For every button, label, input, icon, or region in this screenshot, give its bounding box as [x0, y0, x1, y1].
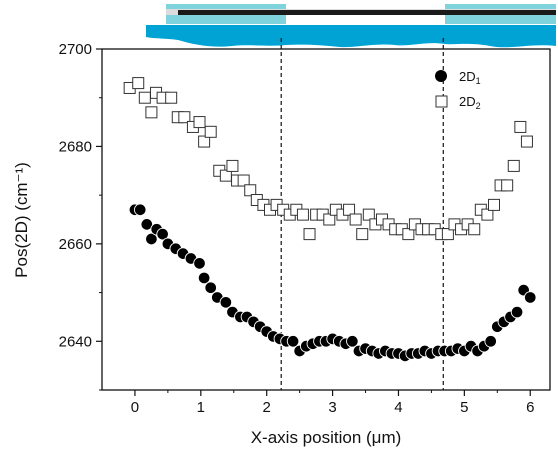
data-point-2d1: [286, 335, 300, 348]
x-tick-label: 0: [131, 399, 139, 416]
series-2d1: [128, 203, 537, 363]
x-tick-label: 4: [394, 399, 402, 416]
data-point-2d2: [349, 213, 362, 226]
data-point-2d2: [145, 106, 158, 119]
data-point-2d2: [402, 228, 415, 241]
x-axis-ticks: 0 1 2 3 4 5 6: [131, 390, 534, 416]
data-point-2d2: [165, 91, 178, 104]
data-point-2d1: [523, 291, 537, 304]
data-point-2d2: [514, 120, 527, 133]
data-point-2d1: [510, 305, 524, 319]
data-point-2d2: [343, 203, 356, 216]
x-tick-label: 1: [197, 399, 205, 416]
data-point-2d2: [138, 91, 151, 104]
data-point-2d2: [132, 77, 145, 90]
legend-marker-2d2: [435, 95, 448, 108]
legend-label-2d2: 2D2: [459, 94, 481, 111]
legend-label-2d1: 2D1: [459, 69, 481, 86]
data-point-2d2: [441, 228, 454, 241]
data-point-2d2: [507, 159, 520, 172]
y-axis-title: Pos(2D) (cm⁻¹): [12, 162, 31, 278]
data-point-2d2: [178, 111, 191, 124]
series-2d2: [123, 77, 533, 241]
data-point-2d1: [484, 335, 497, 348]
data-point-2d2: [237, 174, 250, 187]
data-point-2d2: [226, 159, 239, 172]
x-axis-title: X-axis position (μm): [251, 428, 402, 447]
y-tick-label: 2640: [59, 333, 92, 350]
data-point-2d1: [145, 232, 158, 246]
data-point-2d2: [198, 135, 211, 148]
device-schematic: [146, 4, 556, 48]
data-point-2d1: [204, 281, 217, 294]
data-point-2d1: [197, 271, 211, 285]
x-tick-label: 3: [328, 399, 336, 416]
data-point-2d2: [362, 208, 375, 221]
data-point-2d2: [356, 228, 369, 241]
data-point-2d2: [303, 228, 316, 241]
y-tick-label: 2700: [59, 41, 92, 58]
data-point-2d2: [323, 213, 336, 226]
data-point-2d2: [204, 125, 217, 138]
legend: 2D1 2D2: [435, 69, 481, 111]
data-point-2d1: [346, 335, 359, 348]
legend-marker-2d1: [435, 70, 447, 82]
data-point-2d2: [481, 208, 494, 221]
data-point-2d1: [193, 257, 206, 270]
data-point-2d1: [133, 203, 147, 217]
y-axis-ticks: 2640 2660 2680 2700: [59, 41, 102, 391]
data-point-2d2: [468, 223, 481, 236]
y-tick-label: 2680: [59, 138, 92, 155]
data-point-2d2: [244, 184, 257, 197]
substrate-wave: [146, 25, 556, 48]
plot-frame: [101, 48, 551, 391]
x-tick-label: 6: [526, 399, 534, 416]
data-point-2d1: [219, 296, 233, 309]
stripe-dark-line: [178, 10, 556, 15]
data-point-2d1: [156, 227, 169, 241]
x-tick-label: 2: [263, 399, 271, 416]
data-point-2d2: [296, 208, 309, 221]
data-point-2d2: [193, 116, 206, 129]
data-point-2d2: [501, 179, 514, 192]
data-point-2d1: [140, 218, 154, 231]
y-tick-label: 2660: [59, 236, 92, 253]
data-point-2d2: [520, 135, 533, 148]
data-point-2d2: [488, 198, 500, 211]
x-tick-label: 5: [460, 399, 468, 416]
